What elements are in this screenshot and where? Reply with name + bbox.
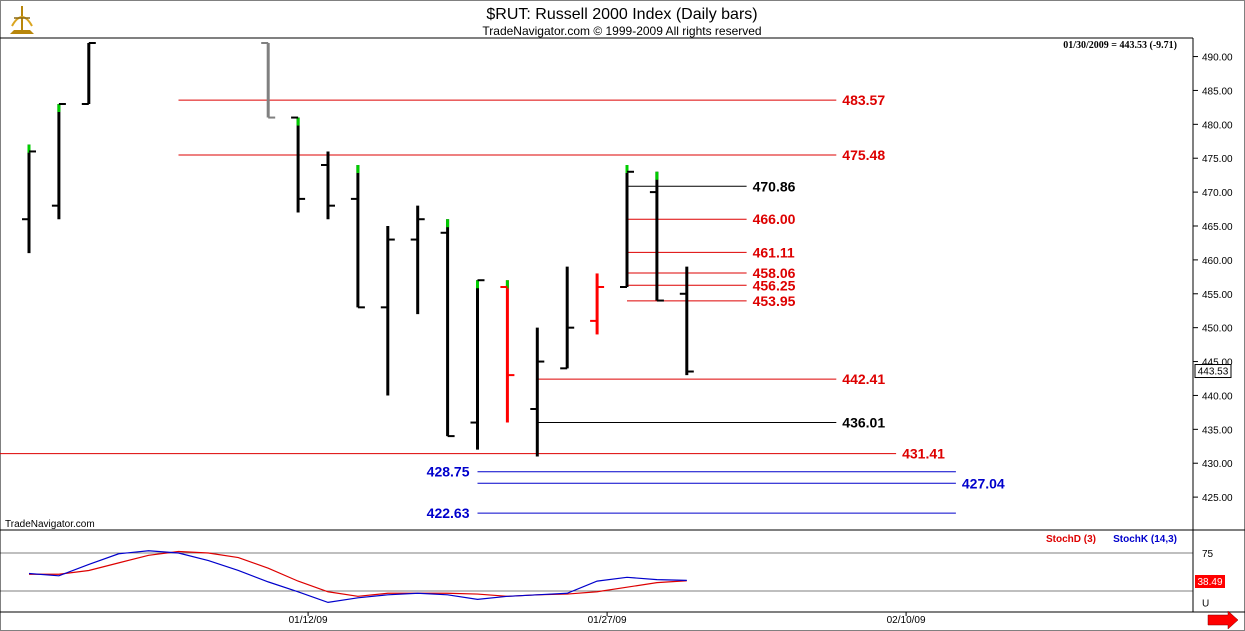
ohlc-bar xyxy=(51,103,66,220)
price-tick-label: 470.00 xyxy=(1202,188,1233,199)
last-price-label: 443.53 xyxy=(1198,367,1229,378)
price-tick-label: 490.00 xyxy=(1202,53,1233,64)
ohlc-bar xyxy=(410,205,425,315)
level-label: 466.00 xyxy=(753,211,796,227)
price-tick-label: 475.00 xyxy=(1202,154,1233,165)
ohlc-bar xyxy=(350,165,365,309)
date-tick-label: 01/27/09 xyxy=(588,615,627,626)
ohlc-bar xyxy=(649,171,664,302)
level-label: 453.95 xyxy=(753,293,796,309)
stoch-tick-label: 75 xyxy=(1202,549,1214,560)
level-lines: 483.57 475.48 470.86 466.00 461.11 458.06456.… xyxy=(0,92,1005,521)
price-tick-label: 450.00 xyxy=(1202,324,1233,335)
tradenavigator-logo-icon xyxy=(10,6,34,34)
price-bars xyxy=(22,42,694,457)
chart-subtitle: TradeNavigator.com © 1999-2009 All right… xyxy=(482,24,761,38)
chart-title: $RUT: Russell 2000 Index (Daily bars) xyxy=(486,6,757,23)
last-price-marker: 443.53 xyxy=(1194,364,1232,379)
price-tick-label: 465.00 xyxy=(1202,222,1233,233)
stoch-k-line xyxy=(28,550,687,604)
level-label: 475.48 xyxy=(842,147,885,163)
ohlc-bar xyxy=(291,116,306,213)
ohlc-bar xyxy=(679,266,694,376)
stochastic-pane: 75 U xyxy=(0,549,1214,609)
date-tick-label: 01/12/09 xyxy=(289,615,328,626)
price-tick-label: 440.00 xyxy=(1202,391,1233,402)
stoch-last-marker: 38.49 xyxy=(1195,575,1225,588)
price-tick-label: 445.00 xyxy=(1202,358,1233,369)
ohlc-bar xyxy=(440,219,455,438)
ohlc-bar xyxy=(261,42,276,119)
price-tick-label: 430.00 xyxy=(1202,459,1233,470)
level-label: 422.63 xyxy=(427,505,470,521)
ohlc-bar xyxy=(590,273,605,335)
date-axis: 01/12/09 01/27/09 02/10/09 xyxy=(289,612,926,626)
ohlc-bar xyxy=(500,280,515,423)
level-label: 456.25 xyxy=(753,277,796,293)
ohlc-bar xyxy=(530,327,545,457)
level-label: 483.57 xyxy=(842,92,885,108)
ohlc-bar xyxy=(620,165,634,288)
price-tick-label: 435.00 xyxy=(1202,425,1233,436)
price-tick-label: 480.00 xyxy=(1202,120,1233,131)
level-label: 431.41 xyxy=(902,446,945,462)
level-label: 442.41 xyxy=(842,371,885,387)
watermark: TradeNavigator.com xyxy=(5,519,95,530)
price-axis: 425.00 430.00 435.00 440.00 445.00 450.00 455.… xyxy=(1193,53,1233,504)
level-label: 461.11 xyxy=(753,244,795,260)
stoch-d-line xyxy=(29,550,687,597)
ohlc-bar xyxy=(470,279,485,450)
ohlc-bar xyxy=(81,42,96,105)
ohlc-bar xyxy=(22,144,36,254)
date-price-readout: 01/30/2009 = 443.53 (-9.71) xyxy=(1063,40,1177,51)
date-tick-label: 02/10/09 xyxy=(887,615,926,626)
price-tick-label: 455.00 xyxy=(1202,290,1233,301)
level-label: 458.06 xyxy=(753,265,796,281)
stoch-tick-label: U xyxy=(1202,598,1209,609)
level-label: 427.04 xyxy=(962,475,1005,491)
price-tick-label: 425.00 xyxy=(1202,493,1233,504)
price-tick-label: 460.00 xyxy=(1202,256,1233,267)
legend-stoch-k: StochK (14,3) xyxy=(1113,534,1177,545)
stoch-last-label: 38.49 xyxy=(1197,577,1222,588)
ohlc-bar xyxy=(380,226,395,396)
level-label: 436.01 xyxy=(842,414,885,430)
ohlc-bar xyxy=(560,266,575,370)
price-tick-label: 485.00 xyxy=(1202,86,1233,97)
ohlc-bar xyxy=(321,151,335,220)
level-label: 428.75 xyxy=(427,464,470,480)
level-label: 470.86 xyxy=(753,178,796,194)
legend-stoch-d: StochD (3) xyxy=(1046,534,1096,545)
scroll-right-icon[interactable] xyxy=(1207,610,1239,630)
